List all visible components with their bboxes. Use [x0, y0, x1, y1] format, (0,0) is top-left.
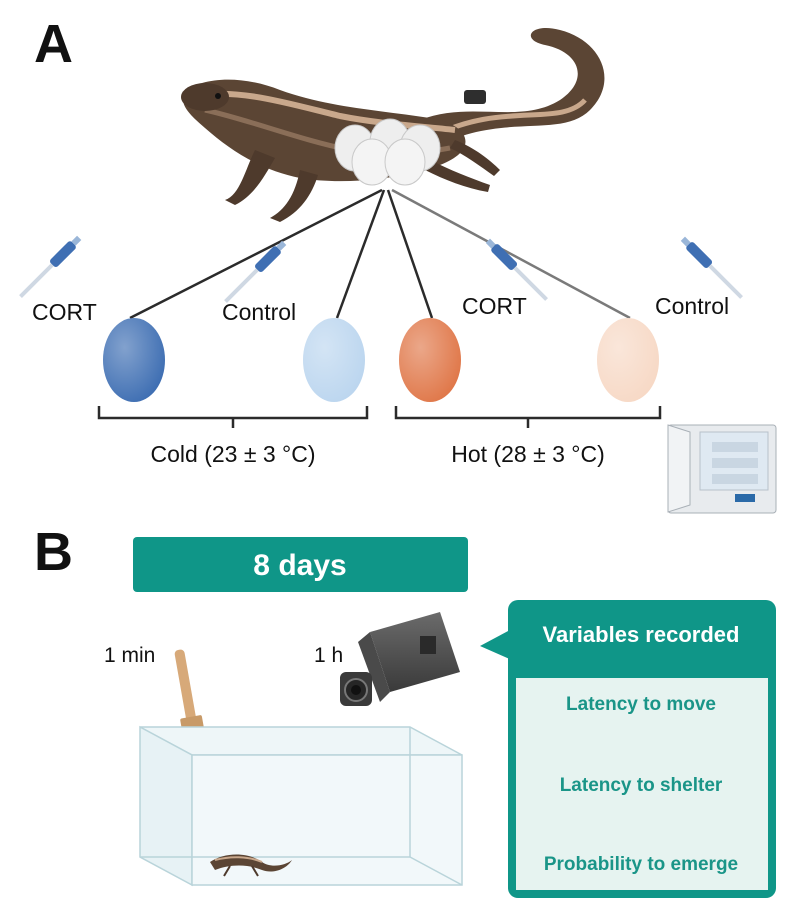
- panel-b-letter: B: [34, 522, 73, 582]
- mother-lizard-illustration: [181, 27, 605, 222]
- bracket-cold: [97, 406, 369, 428]
- group-label-hot: Hot (28 ± 3 °C): [451, 441, 604, 467]
- egg-label-hot-cort: CORT: [462, 293, 527, 319]
- egg-hot-control: [597, 318, 659, 402]
- tank-lizard-illustration: [210, 854, 292, 877]
- pipette-icon-4: [680, 236, 743, 299]
- variable-latency-to-shelter: Latency to shelter: [560, 775, 723, 796]
- panel-a-letter: A: [34, 14, 73, 74]
- egg-hot-cort: [399, 318, 461, 402]
- pipette-icon-3: [485, 238, 548, 301]
- observation-tank: [139, 725, 463, 887]
- pipette-icon-1: [19, 235, 82, 298]
- camera-icon: [340, 612, 460, 706]
- assignment-lines: [129, 188, 631, 320]
- pipette-icon-2: [224, 240, 287, 303]
- duration-banner-text: 8 days: [253, 549, 346, 582]
- egg-label-cold-cort: CORT: [32, 299, 97, 325]
- duration-banner: 8 days: [133, 537, 468, 592]
- variable-latency-to-move: Latency to move: [566, 694, 716, 715]
- belly-eggs: [334, 118, 441, 186]
- egg-label-hot-control: Control: [655, 293, 729, 319]
- bracket-hot: [394, 406, 662, 428]
- camera-time-label: 1 h: [314, 644, 343, 667]
- egg-cold-cort: [103, 318, 165, 402]
- egg-label-cold-control: Control: [222, 299, 296, 325]
- egg-cold-control: [303, 318, 365, 402]
- variables-recorded-panel: Variables recorded Latency to move Laten…: [480, 600, 776, 898]
- incubator-icon: [667, 424, 777, 514]
- variable-probability-to-emerge: Probability to emerge: [544, 854, 738, 875]
- variables-title: Variables recorded: [543, 622, 740, 647]
- brush-time-label: 1 min: [104, 644, 155, 667]
- group-label-cold: Cold (23 ± 3 °C): [151, 441, 316, 467]
